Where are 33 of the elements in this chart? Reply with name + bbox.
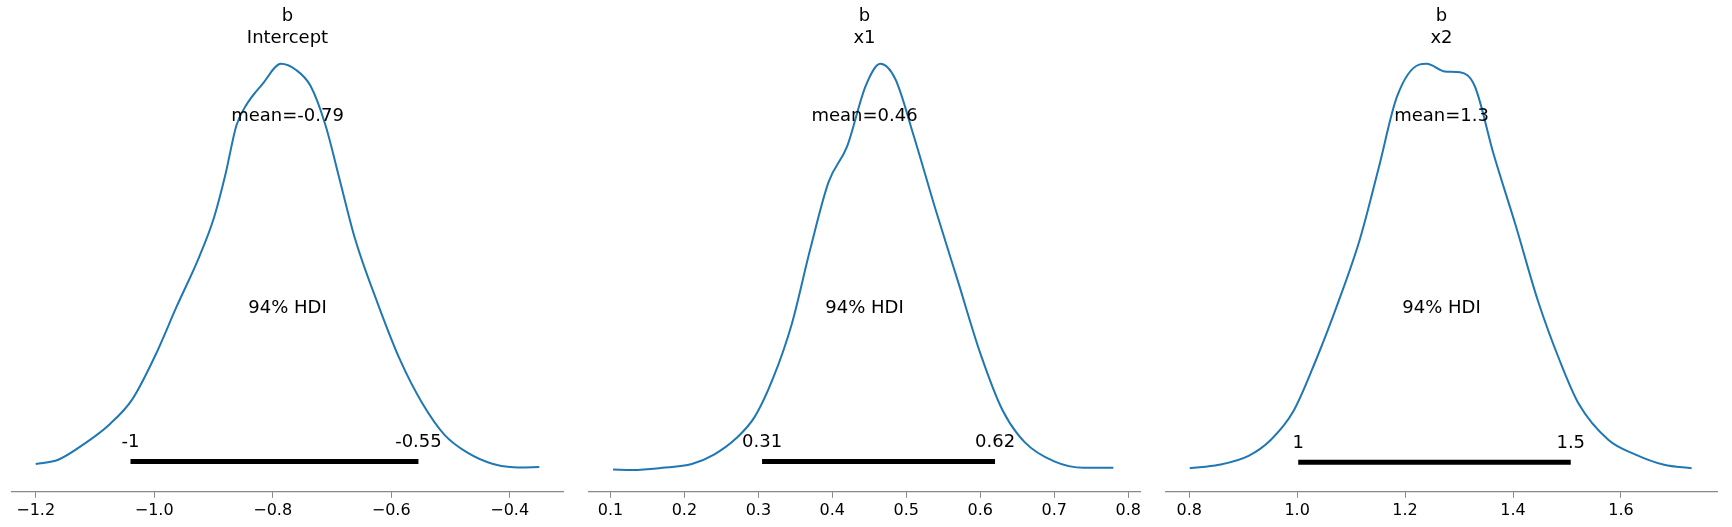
x-tick-label: −1.0 (134, 499, 174, 519)
x-tick-label: 0.3 (745, 499, 772, 519)
annotation: 0.62 (975, 430, 1016, 452)
annotation: -0.55 (395, 430, 442, 452)
x-tick-label: 0.8 (1176, 499, 1202, 519)
annotation: 94% HDI (248, 296, 327, 318)
x-tick-label: 1.0 (1284, 499, 1310, 519)
annotation: -1 (121, 430, 140, 452)
x-tick-label: 0.8 (1115, 499, 1141, 519)
chart-subtitle: x2 (1430, 26, 1453, 48)
chart-title: b (858, 4, 871, 26)
x-tick-label: −0.4 (490, 499, 530, 519)
annotation: 0.31 (742, 430, 783, 452)
x-tick-label: 0.7 (1041, 499, 1067, 519)
x-tick-label: 0.2 (671, 499, 698, 519)
chart-title: b (1435, 4, 1448, 26)
x-tick-label: −0.6 (371, 499, 411, 519)
chart-subtitle: Intercept (246, 26, 329, 48)
annotation: 94% HDI (825, 296, 904, 318)
x-tick-label: −0.8 (253, 499, 293, 519)
x-tick-label: 0.6 (967, 499, 993, 519)
chart-subtitle: x1 (853, 26, 876, 48)
x-tick-label: 1.2 (1392, 499, 1418, 519)
chart-title: b (281, 4, 294, 26)
x-tick-label: 1.4 (1500, 499, 1526, 519)
annotation: 1.5 (1556, 430, 1586, 452)
x-tick-label: −1.2 (16, 499, 56, 519)
x-tick-label: 1.6 (1608, 499, 1634, 519)
x-tick-label: 0.4 (819, 499, 846, 519)
annotation: 1 (1292, 430, 1304, 452)
x-tick-label: 0.1 (597, 499, 624, 519)
x-tick-label: 0.5 (893, 499, 920, 519)
annotation: 94% HDI (1402, 296, 1481, 318)
